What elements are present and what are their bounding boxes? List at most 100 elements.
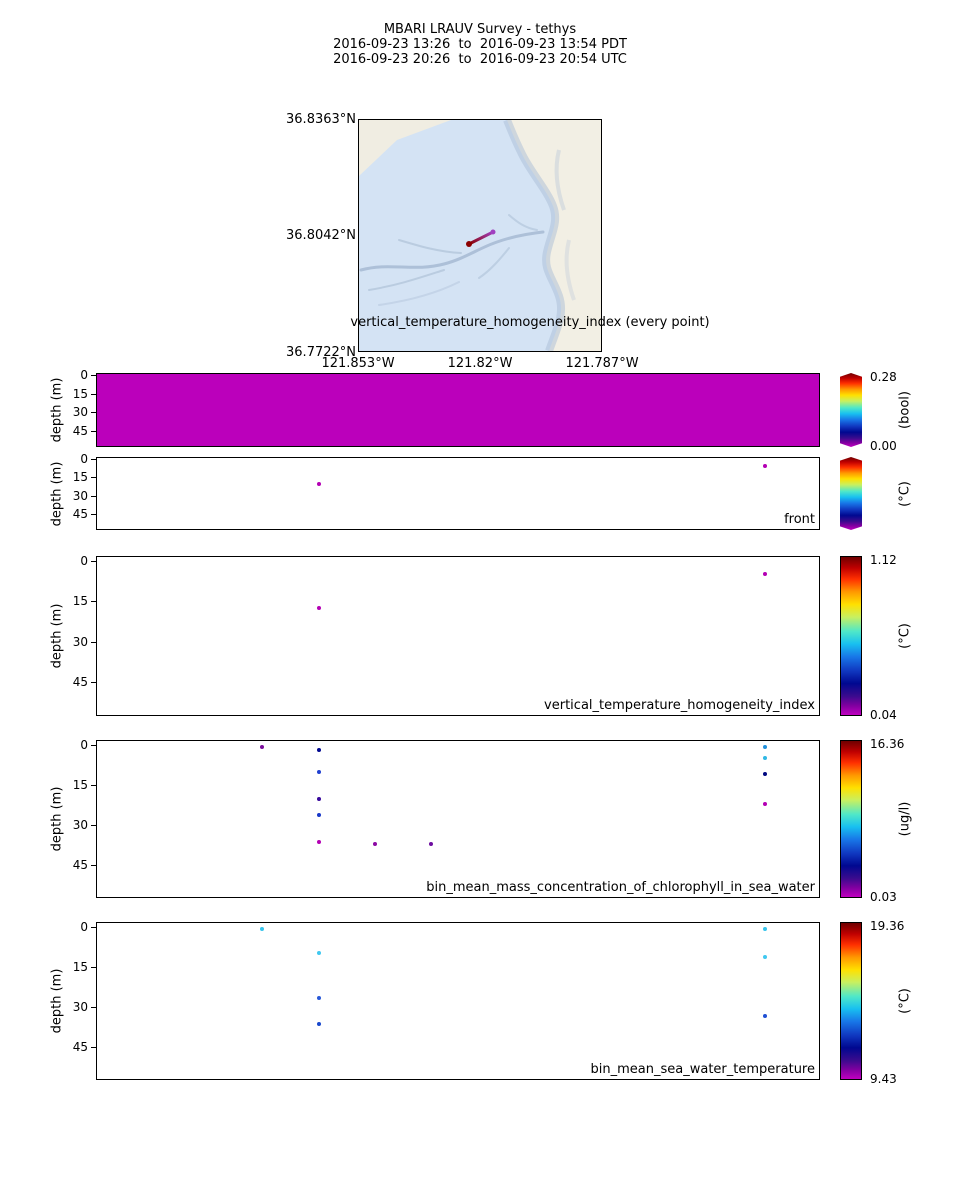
- colorbar-min-label: 9.43: [870, 1072, 897, 1086]
- vehicle-track: [466, 229, 496, 247]
- y-tick-mark: [91, 477, 96, 479]
- colorbar: [840, 373, 862, 447]
- y-tick-label: 0: [80, 368, 88, 383]
- data-point: [317, 482, 322, 487]
- y-tick-mark: [91, 412, 96, 414]
- y-tick-mark: [91, 393, 96, 395]
- map-lat-label-top: 36.8363°N: [286, 112, 356, 127]
- data-point: [762, 1013, 767, 1018]
- panel-label: bin_mean_sea_water_temperature: [590, 1062, 815, 1077]
- colorbar-min-label: 0.04: [870, 708, 897, 722]
- depth-panel-vthi-every-point: depth (m) 0.28 0.00 (bool) 0 15 30 45: [0, 368, 960, 453]
- y-tick-label: 30: [72, 488, 88, 503]
- colorbar-max-label: 1.12: [870, 553, 897, 567]
- y-tick-mark: [91, 784, 96, 786]
- y-tick-mark: [91, 459, 96, 461]
- colorbar: [840, 922, 862, 1080]
- panel-label: vertical_temperature_homogeneity_index: [544, 698, 815, 713]
- y-tick-label: 30: [72, 405, 88, 420]
- map-coast-shading: [503, 120, 566, 351]
- colorbar: [840, 740, 862, 898]
- colorbar-max-label: 0.28: [870, 370, 897, 384]
- panel-label: bin_mean_mass_concentration_of_chlorophy…: [426, 880, 815, 895]
- data-point: [317, 747, 322, 752]
- map-canyon-contours: [359, 214, 545, 306]
- plot-area: front: [96, 457, 820, 530]
- y-tick-label: 45: [72, 857, 88, 872]
- data-point: [317, 813, 322, 817]
- data-point: [317, 839, 322, 844]
- data-point: [317, 951, 322, 955]
- y-tick-mark: [91, 641, 96, 643]
- y-tick-label: 30: [72, 817, 88, 832]
- y-tick-mark: [91, 601, 96, 603]
- y-tick-label: 0: [80, 553, 88, 568]
- map-image: [359, 120, 601, 351]
- colorbar-min-label: 0.00: [870, 439, 897, 453]
- map-hillshade: [554, 149, 576, 301]
- y-tick-label: 15: [72, 777, 88, 792]
- y-tick-mark: [91, 926, 96, 928]
- y-tick-mark: [91, 864, 96, 866]
- y-tick-label: 15: [72, 959, 88, 974]
- data-point: [317, 1021, 322, 1026]
- colorbar: [840, 556, 862, 716]
- colorbar-max-label: 16.36: [870, 737, 905, 751]
- colorbar-unit-label: (°C): [897, 988, 913, 1014]
- plot-area: bin_mean_mass_concentration_of_chlorophy…: [96, 740, 820, 898]
- data-point: [429, 842, 434, 847]
- y-tick-label: 30: [72, 999, 88, 1014]
- y-tick-mark: [91, 744, 96, 746]
- y-tick-mark: [91, 560, 96, 562]
- depth-panel-chlorophyll: depth (m) bin_mean_mass_concentration_of…: [0, 737, 960, 904]
- data-point: [762, 571, 767, 576]
- survey-title: MBARI LRAUV Survey - tethys: [383, 22, 577, 37]
- time-range-utc: 2016-09-23 20:26 to 2016-09-23 20:54 UTC: [333, 52, 627, 67]
- depth-panel-temperature: depth (m) bin_mean_sea_water_temperature…: [0, 919, 960, 1086]
- data-point: [762, 955, 767, 959]
- data-point: [317, 605, 322, 610]
- y-tick-mark: [91, 375, 96, 377]
- y-tick-label: 0: [80, 919, 88, 934]
- colorbar-unit-label: (°C): [897, 480, 913, 507]
- map-lon-label-mid: 121.82°W: [447, 356, 513, 371]
- colorbar-min-label: 0.03: [870, 890, 897, 904]
- data-point: [762, 745, 767, 749]
- y-tick-mark: [91, 824, 96, 826]
- data-point: [762, 927, 767, 931]
- y-tick-mark: [91, 1006, 96, 1008]
- data-point: [762, 802, 767, 807]
- y-tick-label: 0: [80, 737, 88, 752]
- y-tick-label: 15: [72, 594, 88, 609]
- data-point: [762, 771, 767, 776]
- y-tick-mark: [91, 495, 96, 497]
- y-tick-label: 45: [72, 675, 88, 690]
- y-tick-label: 15: [72, 470, 88, 485]
- y-tick-label: 0: [80, 452, 88, 467]
- y-tick-mark: [91, 430, 96, 432]
- y-tick-mark: [91, 1046, 96, 1048]
- depth-panel-front: depth (m) front (°C) 0 15 30 45: [0, 452, 960, 530]
- colorbar-unit-label: (bool): [897, 391, 913, 429]
- colorbar: [840, 457, 862, 530]
- map-panel: [358, 119, 602, 352]
- depth-panel-vthi: depth (m) vertical_temperature_homogenei…: [0, 553, 960, 722]
- y-tick-label: 45: [72, 423, 88, 438]
- plot-area: vertical_temperature_homogeneity_index: [96, 556, 820, 716]
- data-point: [317, 770, 322, 775]
- map-lat-label-mid: 36.8042°N: [286, 228, 356, 243]
- colorbar-unit-label: (ug/l): [897, 801, 913, 837]
- panel-label: front: [784, 512, 815, 527]
- map-lon-label-left: 121.853°W: [321, 356, 395, 371]
- y-tick-label: 15: [72, 386, 88, 401]
- plot-area: [96, 373, 820, 447]
- data-point: [317, 996, 322, 1001]
- y-tick-mark: [91, 682, 96, 684]
- data-point: [372, 842, 377, 847]
- y-tick-label: 45: [72, 1039, 88, 1054]
- y-tick-label: 30: [72, 634, 88, 649]
- map-lon-label-right: 121.787°W: [565, 356, 639, 371]
- data-point: [762, 755, 767, 760]
- data-point: [260, 927, 265, 931]
- panel-title-every-point: vertical_temperature_homogeneity_index (…: [350, 315, 710, 330]
